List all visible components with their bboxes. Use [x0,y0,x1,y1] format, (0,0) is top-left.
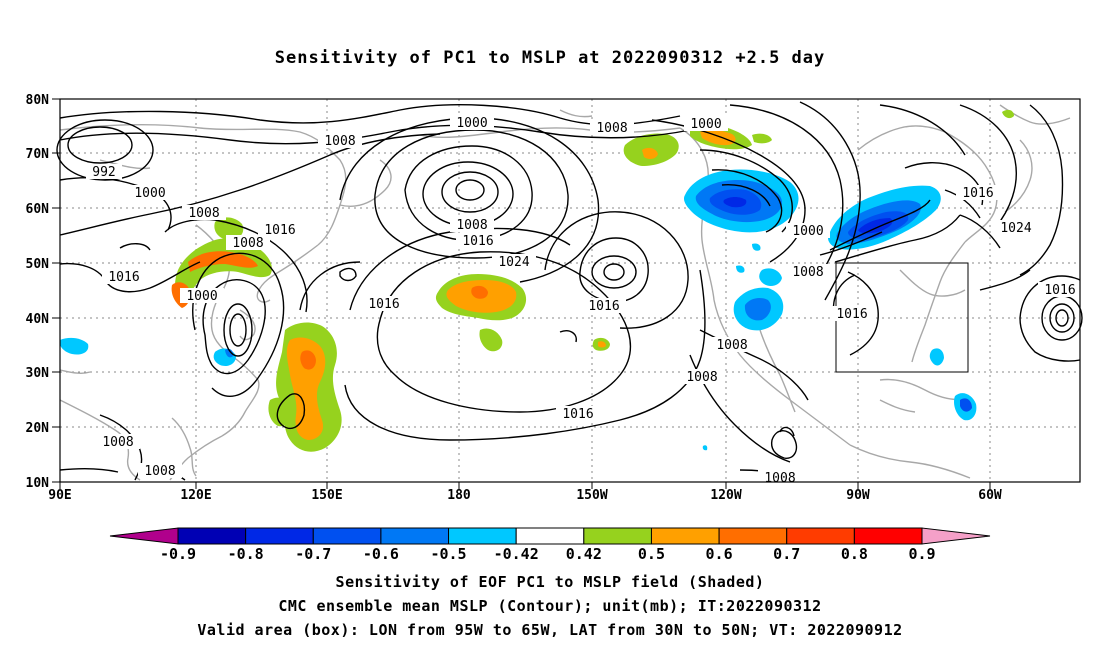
plot-area: 1000 1008 1008 1000 992 1000 1008 1016 1… [52,98,1083,489]
colorbar-tick-label: 0.6 [706,545,733,563]
lon-label: 180 [447,488,471,503]
contour-label: 1008 [188,206,219,221]
colorbar-bin [177,527,247,545]
colorbar-tick-label: -0.7 [295,545,331,563]
contour-label: 1016 [368,297,399,312]
contour-label: 1000 [456,116,487,131]
contour-label: 1000 [792,224,823,239]
lat-label: 10N [26,476,50,491]
lat-label: 60N [26,202,50,217]
contour-label: 1016 [1044,283,1075,298]
footer-valid-area: Valid area (box): LON from 95W to 65W, L… [197,621,903,639]
lat-label: 40N [26,312,50,327]
contour-label: 1008 [596,121,627,136]
contour-label: 1024 [498,255,529,270]
lat-label: 70N [26,147,50,162]
lon-label: 150W [576,488,607,503]
lat-label: 20N [26,421,50,436]
contour-label: 992 [92,165,115,180]
contour-label: 1016 [588,299,619,314]
lon-label: 90E [48,488,71,503]
contour-label: 1016 [264,223,295,238]
colorbar-bin [312,527,382,545]
longitude-labels: 90E 120E 150E 180 150W 120W 90W 60W [48,488,1002,503]
contour-label: 1016 [462,234,493,249]
lon-label: 120W [710,488,741,503]
contour-label: 1016 [108,270,139,285]
lat-label: 50N [26,257,50,272]
footer-shading-description: Sensitivity of EOF PC1 to MSLP field (Sh… [335,573,765,591]
colorbar-bin [853,527,923,545]
latitude-labels: 80N 70N 60N 50N 40N 30N 20N 10N [26,93,50,491]
contour-label: 1016 [562,407,593,422]
contour-label: 1008 [686,370,717,385]
colorbar-tick-label: -0.9 [160,545,196,563]
contour-label: 1008 [232,236,263,251]
contour-label: 1008 [144,464,175,479]
colorbar-bin [245,527,314,545]
contour-label: 1000 [690,117,721,132]
contour-label: 1024 [1000,221,1031,236]
colorbar-min-arrow [109,527,179,545]
colorbar-max-arrow [921,527,991,545]
lon-label: 90W [846,488,870,503]
colorbar-tick-label: -0.42 [494,545,539,563]
contour-label: 1008 [764,471,795,486]
contour-label: 1000 [134,186,165,201]
colorbar-bin [650,527,720,545]
contour-label: 1008 [102,435,133,450]
contour-label: 1016 [962,186,993,201]
colorbar-bin [718,527,788,545]
colorbar-bin [786,527,855,545]
contour-label: 1008 [792,265,823,280]
colorbar-bin [380,527,450,545]
contour-label: 1016 [836,307,867,322]
contour-label: 1000 [186,289,217,304]
colorbar-tick-label: -0.6 [363,545,399,563]
contour-labels: 1000 1008 1008 1000 992 1000 1008 1016 1… [86,115,1082,486]
colorbar-tick-label: -0.5 [430,545,466,563]
lat-label: 80N [26,93,50,108]
colorbar-tick-label: 0.7 [773,545,800,563]
colorbar-tick-label: 0.42 [566,545,602,563]
colorbar-tick-label: 0.9 [908,545,935,563]
colorbar-tick-label: 0.8 [841,545,868,563]
lon-label: 150E [311,488,342,503]
lon-label: 60W [978,488,1002,503]
contour-label: 1008 [716,338,747,353]
colorbar-tick-label: -0.8 [228,545,264,563]
map-title: Sensitivity of PC1 to MSLP at 2022090312… [274,48,826,68]
colorbar-bin [515,527,585,545]
colorbar-bin [583,527,652,545]
lat-label: 30N [26,366,50,381]
colorbar-bin [448,527,517,545]
colorbar-tick-label: 0.5 [638,545,665,563]
axis-ticks [52,98,991,489]
contour-label: 1008 [324,134,355,149]
contour-label: 1008 [456,218,487,233]
lon-label: 120E [180,488,211,503]
footer-contour-description: CMC ensemble mean MSLP (Contour); unit(m… [278,597,822,615]
colorbar: -0.9 -0.8 -0.7 -0.6 -0.5 -0.42 0.42 0.5 0.6 0.7 0.… [109,527,991,563]
